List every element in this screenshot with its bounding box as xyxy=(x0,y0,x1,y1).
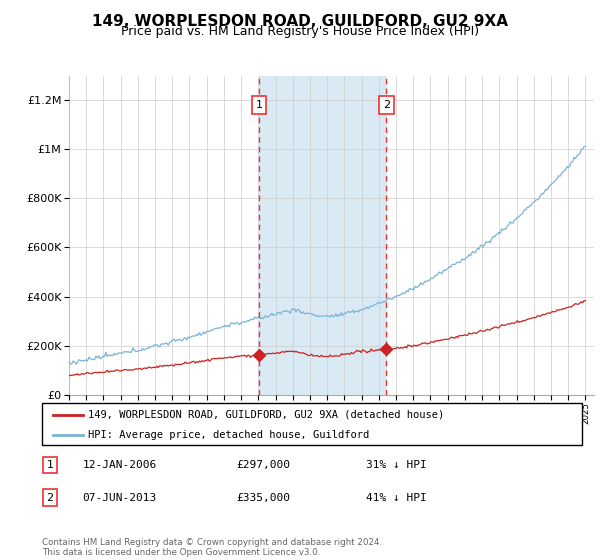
Text: HPI: Average price, detached house, Guildford: HPI: Average price, detached house, Guil… xyxy=(88,430,369,440)
Text: Price paid vs. HM Land Registry's House Price Index (HPI): Price paid vs. HM Land Registry's House … xyxy=(121,25,479,38)
Text: 1: 1 xyxy=(256,100,263,110)
Text: £335,000: £335,000 xyxy=(236,493,290,502)
Text: 07-JUN-2013: 07-JUN-2013 xyxy=(83,493,157,502)
FancyBboxPatch shape xyxy=(42,403,582,445)
Text: Contains HM Land Registry data © Crown copyright and database right 2024.
This d: Contains HM Land Registry data © Crown c… xyxy=(42,538,382,557)
Text: 12-JAN-2006: 12-JAN-2006 xyxy=(83,460,157,470)
Text: 1: 1 xyxy=(47,460,53,470)
Text: 31% ↓ HPI: 31% ↓ HPI xyxy=(366,460,427,470)
Text: £297,000: £297,000 xyxy=(236,460,290,470)
Text: 149, WORPLESDON ROAD, GUILDFORD, GU2 9XA (detached house): 149, WORPLESDON ROAD, GUILDFORD, GU2 9XA… xyxy=(88,410,444,420)
Text: 149, WORPLESDON ROAD, GUILDFORD, GU2 9XA: 149, WORPLESDON ROAD, GUILDFORD, GU2 9XA xyxy=(92,14,508,29)
Text: 41% ↓ HPI: 41% ↓ HPI xyxy=(366,493,427,502)
Bar xyxy=(259,76,386,395)
Text: 2: 2 xyxy=(47,493,53,502)
Text: 2: 2 xyxy=(383,100,390,110)
